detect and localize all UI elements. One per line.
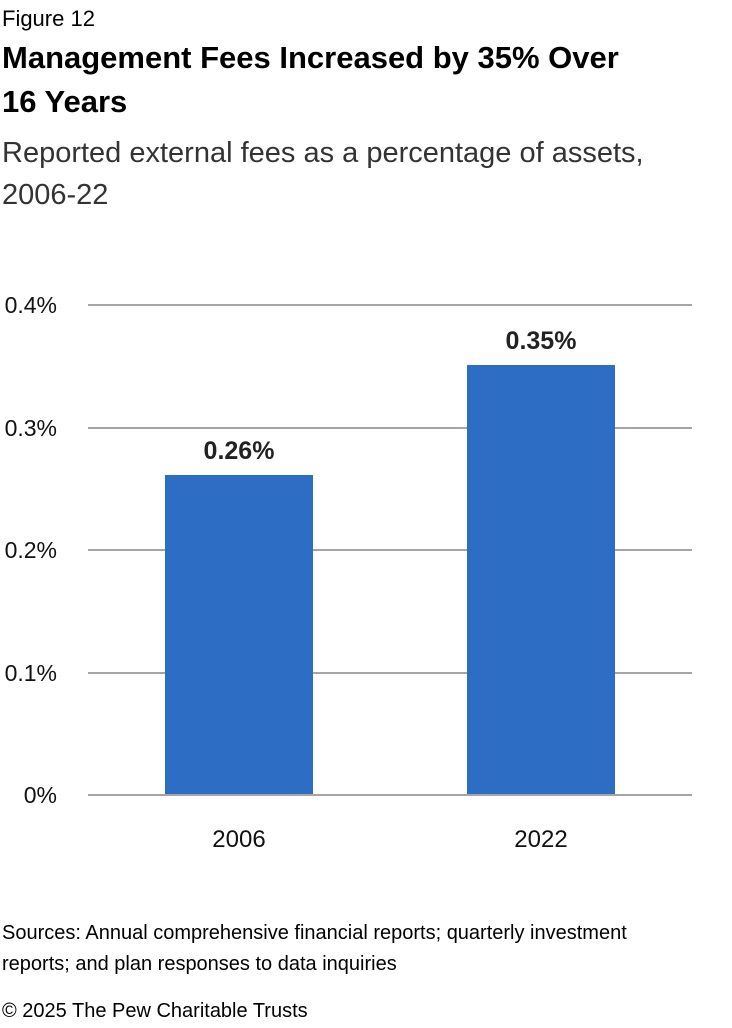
x-axis-category-label: 2006 — [212, 826, 266, 853]
y-axis-tick-label: 0.3% — [4, 415, 57, 441]
x-axis-category-label: 2022 — [514, 826, 568, 853]
sources-note: Sources: Annual comprehensive financial … — [2, 918, 730, 980]
sources-line-2: reports; and plan responses to data inqu… — [2, 953, 397, 975]
chart-title-line-2: 16 Years — [2, 84, 128, 119]
chart-subtitle-line-2: 2006-22 — [2, 179, 109, 211]
y-axis-tick-label: 0.4% — [4, 292, 57, 318]
y-axis-tick-label: 0% — [23, 782, 57, 808]
figure-number-label: Figure 12 — [2, 6, 95, 31]
bar-2006 — [165, 475, 313, 794]
chart-title: Management Fees Increased by 35% Over 16… — [2, 36, 722, 124]
gridline — [88, 794, 692, 796]
bar-value-label: 0.35% — [505, 327, 577, 355]
gridline — [88, 304, 692, 306]
bar-value-label: 0.26% — [203, 437, 275, 465]
y-axis-tick-label: 0.2% — [4, 537, 57, 563]
chart-title-line-1: Management Fees Increased by 35% Over — [2, 40, 619, 75]
sources-line-1: Sources: Annual comprehensive financial … — [2, 922, 627, 944]
copyright-notice: © 2025 The Pew Charitable Trusts — [2, 1000, 308, 1022]
chart-subtitle: Reported external fees as a percentage o… — [2, 132, 722, 216]
chart-subtitle-line-1: Reported external fees as a percentage o… — [2, 137, 644, 169]
y-axis-tick-label: 0.1% — [4, 660, 57, 686]
gridline — [88, 672, 692, 674]
gridline — [88, 427, 692, 429]
bar-2022 — [467, 365, 615, 794]
gridline — [88, 549, 692, 551]
